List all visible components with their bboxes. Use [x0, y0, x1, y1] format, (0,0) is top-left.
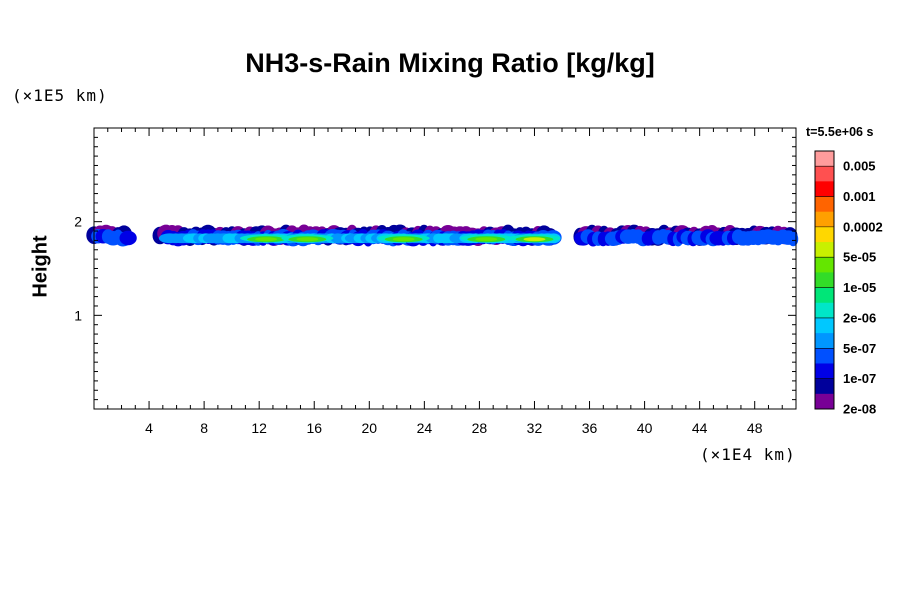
peak-core: [296, 237, 319, 242]
colorbar-swatch: [815, 151, 834, 167]
x-tick-label: 8: [200, 420, 208, 436]
colorbar-label: 5e-07: [843, 341, 876, 356]
x-axis-ticks: 4 8 12 16 20 24 28 32 36 40 44 48: [107, 128, 783, 436]
y-tick-label: 1: [74, 307, 82, 323]
x-axis-unit: (×1E4 km): [700, 445, 796, 464]
colorbar-label: 0.0002: [843, 219, 883, 234]
y-axis-ticks: 12: [74, 136, 796, 401]
chart-title: NH3-s-Rain Mixing Ratio [kg/kg]: [245, 48, 655, 78]
x-tick-label: 32: [527, 420, 543, 436]
colorbar-label: 2e-06: [843, 310, 876, 325]
colorbar-swatch: [815, 302, 834, 319]
peak-core: [523, 237, 546, 242]
contour-mid: [119, 230, 137, 246]
plot-frame: [93, 127, 797, 410]
colorbar-swatch: [815, 257, 834, 273]
x-tick-label: 48: [747, 420, 763, 436]
cloud-layer: [86, 224, 799, 247]
y-tick-label: 2: [74, 214, 82, 230]
colorbar-label: 0.001: [843, 189, 876, 204]
x-tick-label: 40: [637, 420, 653, 436]
colorbar-label: 1e-07: [843, 371, 876, 386]
colorbar-swatch: [815, 393, 834, 410]
colorbar-swatch: [815, 378, 834, 395]
x-tick-label: 4: [145, 420, 153, 436]
peak-core: [475, 237, 498, 242]
colorbar-label: 1e-05: [843, 280, 876, 295]
colorbar-swatch: [815, 333, 834, 349]
y-axis-unit: (×1E5 km): [12, 86, 108, 105]
colorbar-swatch: [815, 166, 834, 182]
peak-core: [392, 237, 415, 242]
colorbar-swatch: [815, 272, 834, 289]
colorbar-time-label: t=5.5e+06 s: [806, 125, 874, 139]
colorbar-label: 5e-05: [843, 250, 876, 265]
x-tick-label: 24: [417, 420, 433, 436]
x-tick-label: 16: [306, 420, 322, 436]
colorbar-label: 2e-08: [843, 402, 876, 417]
colorbar: 0.005 0.001 0.0002 5e-05 1e-05 2e-06 5e-07 1e-0…: [814, 150, 883, 417]
contour-mid: [787, 231, 799, 247]
x-tick-label: 12: [251, 420, 267, 436]
colorbar-swatch: [815, 226, 834, 243]
colorbar-swatch: [815, 348, 834, 364]
colorbar-swatch: [815, 317, 834, 334]
peak-core: [255, 237, 278, 242]
colorbar-swatch: [815, 242, 834, 258]
x-tick-label: 28: [472, 420, 488, 436]
x-tick-label: 20: [362, 420, 378, 436]
colorbar-swatch: [815, 287, 834, 304]
x-tick-label: 44: [692, 420, 708, 436]
colorbar-label: 0.005: [843, 159, 876, 174]
x-tick-label: 36: [582, 420, 598, 436]
colorbar-swatch: [815, 196, 834, 213]
colorbar-swatch: [815, 363, 834, 380]
colorbar-swatch: [815, 181, 834, 198]
colorbar-swatch: [815, 211, 834, 228]
